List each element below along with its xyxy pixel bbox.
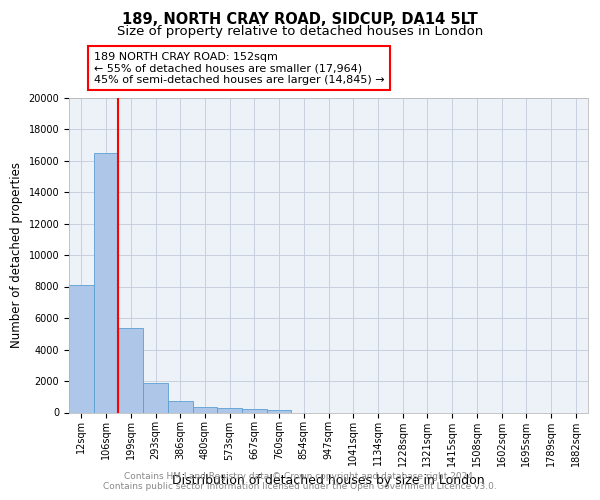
Bar — [217, 408, 242, 412]
X-axis label: Distribution of detached houses by size in London: Distribution of detached houses by size … — [172, 474, 485, 487]
Bar — [143, 384, 168, 412]
Bar — [193, 407, 217, 412]
Text: Contains HM Land Registry data © Crown copyright and database right 2024.: Contains HM Land Registry data © Crown c… — [124, 472, 476, 481]
Text: Contains public sector information licensed under the Open Government Licence v3: Contains public sector information licen… — [103, 482, 497, 491]
Text: 189 NORTH CRAY ROAD: 152sqm
← 55% of detached houses are smaller (17,964)
45% of: 189 NORTH CRAY ROAD: 152sqm ← 55% of det… — [94, 52, 385, 85]
Text: 189, NORTH CRAY ROAD, SIDCUP, DA14 5LT: 189, NORTH CRAY ROAD, SIDCUP, DA14 5LT — [122, 12, 478, 28]
Bar — [94, 152, 118, 412]
Bar — [118, 328, 143, 412]
Bar — [267, 410, 292, 412]
Bar — [69, 285, 94, 412]
Bar — [242, 409, 267, 412]
Bar — [168, 400, 193, 412]
Text: Size of property relative to detached houses in London: Size of property relative to detached ho… — [117, 25, 483, 38]
Y-axis label: Number of detached properties: Number of detached properties — [10, 162, 23, 348]
